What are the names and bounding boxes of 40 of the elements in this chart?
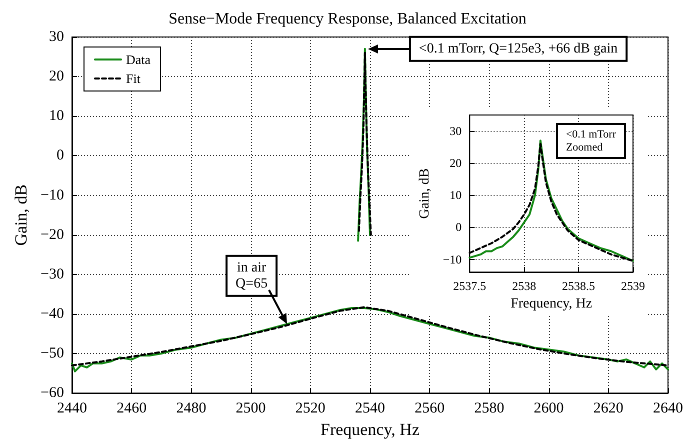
y-axis-title: Gain, dB	[12, 184, 31, 246]
x-tick-label: 2480	[176, 400, 206, 417]
annotation: <0.1 mTorr, Q=125e3, +66 dB gain	[418, 41, 618, 56]
x-tick-label: 2580	[474, 400, 504, 417]
x-axis-title: Frequency, Hz	[320, 420, 420, 439]
y-axis-title: Gain, dB	[418, 168, 432, 219]
x-axis-title: Frequency, Hz	[510, 296, 592, 312]
x-tick-label: 2440	[57, 400, 87, 417]
y-tick-label: 0	[456, 220, 462, 234]
x-tick-label: 2520	[295, 400, 326, 417]
x-tick-label: 2560	[414, 400, 445, 417]
x-tick-label: 2620	[593, 400, 624, 417]
x-tick-label: 2500	[236, 400, 266, 417]
y-tick-label: 30	[450, 124, 462, 138]
y-tick-label: −50	[40, 346, 64, 362]
x-tick-label: 2538.5	[562, 279, 596, 294]
x-tick-label: 2539	[621, 279, 645, 294]
y-tick-label: −60	[40, 385, 64, 402]
y-tick-label: 20	[450, 156, 462, 170]
x-tick-label: 2538	[512, 279, 536, 294]
y-tick-label: −10	[442, 252, 462, 266]
y-tick-label: 10	[49, 108, 64, 124]
y-tick-label: 30	[49, 29, 64, 45]
annotation: in air Q=65	[236, 260, 268, 292]
y-tick-label: 10	[450, 188, 462, 202]
y-tick-label: −40	[40, 306, 64, 322]
annotation: <0.1 mTorr Zoomed	[566, 128, 616, 154]
x-tick-label: 2537.5	[453, 279, 486, 294]
x-tick-label: 2640	[653, 400, 683, 417]
x-tick-label: 2600	[534, 400, 564, 417]
y-tick-label: −10	[40, 187, 64, 204]
legend-label: Data	[126, 52, 151, 67]
y-tick-label: −20	[40, 226, 64, 243]
legend-label: Fit	[126, 71, 141, 86]
chart-title: Sense−Mode Frequency Response, Balanced Excitation	[168, 10, 526, 28]
x-tick-label: 2460	[116, 400, 147, 417]
y-tick-label: 0	[56, 148, 64, 164]
y-tick-label: 20	[49, 68, 64, 85]
x-tick-label: 2540	[355, 400, 385, 417]
y-tick-label: −30	[40, 266, 64, 282]
